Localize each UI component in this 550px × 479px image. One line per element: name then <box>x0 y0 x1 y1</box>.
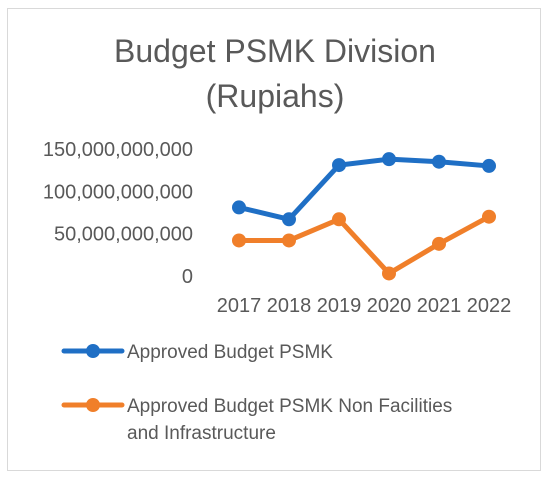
legend-marker <box>86 344 100 358</box>
data-point <box>482 158 496 173</box>
series-line <box>236 214 492 276</box>
legend-item-1: Approved Budget PSMK <box>61 342 333 363</box>
legend-marker <box>86 398 100 412</box>
y-tick-label: 0 <box>182 266 193 288</box>
data-point <box>332 158 346 173</box>
data-point <box>432 236 446 251</box>
data-point <box>282 233 296 248</box>
data-point <box>432 154 446 169</box>
legend-label: Approved Budget PSMK Non Facilities <box>127 396 452 417</box>
legend-label: Approved Budget PSMK <box>127 342 333 363</box>
data-point <box>332 212 346 227</box>
y-tick-label: 50,000,000,000 <box>54 224 193 246</box>
data-point <box>282 212 296 227</box>
data-point <box>232 233 246 248</box>
legend-label: and Infrastructure <box>127 423 276 444</box>
series-2 <box>232 209 496 281</box>
x-tick-label: 2017 <box>217 295 262 317</box>
y-tick-label: 150,000,000,000 <box>43 139 193 161</box>
data-point <box>482 209 496 224</box>
x-tick-label: 2021 <box>417 295 462 317</box>
data-point <box>382 266 396 281</box>
legend: Approved Budget PSMK Approved Budget PSMK… <box>61 342 452 444</box>
y-tick-label: 100,000,000,000 <box>43 181 193 203</box>
x-tick-label: 2022 <box>467 295 512 317</box>
data-point <box>382 152 396 167</box>
x-tick-label: 2020 <box>367 295 412 317</box>
y-axis: 0 50,000,000,000 100,000,000,000 150,000,00… <box>43 139 193 288</box>
x-tick-label: 2019 <box>317 295 362 317</box>
legend-item-2: Approved Budget PSMK Non Facilities and I… <box>61 396 452 444</box>
x-tick-label: 2018 <box>267 295 312 317</box>
series-layer <box>232 152 496 281</box>
chart-title-line-2: (Rupiahs) <box>206 78 345 114</box>
chart-title-line-1: Budget PSMK Division <box>114 33 436 69</box>
series-1 <box>232 152 496 227</box>
data-point <box>232 200 246 215</box>
x-axis: 2017 2018 2019 2020 2021 2022 <box>217 295 512 317</box>
series-line <box>236 156 492 222</box>
